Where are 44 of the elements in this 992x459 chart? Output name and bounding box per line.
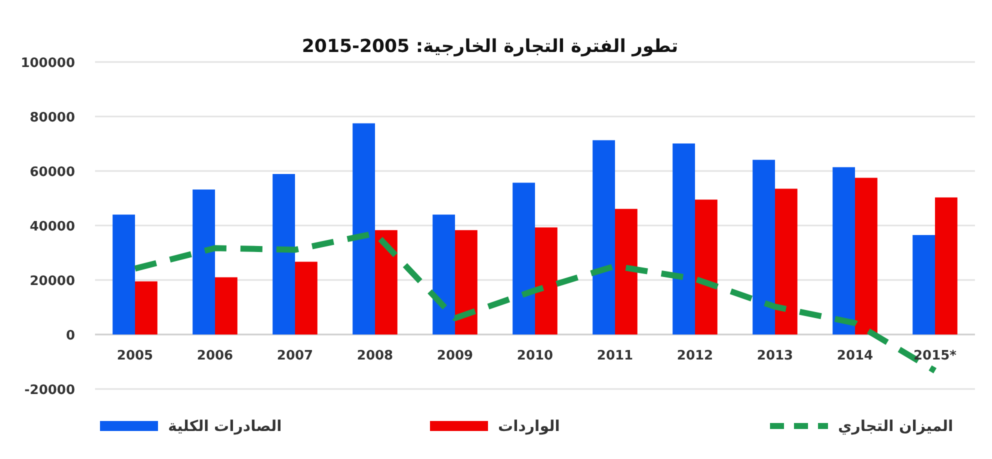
bar [215, 277, 238, 334]
bar [455, 230, 478, 334]
bar [592, 140, 615, 334]
bar [295, 262, 318, 334]
x-tick-label: 2012 [676, 348, 714, 364]
bar [752, 160, 775, 334]
bar [272, 174, 295, 334]
x-tick-label: 2015* [914, 348, 957, 364]
bar [615, 208, 638, 334]
legend-label: الواردات [498, 417, 560, 435]
bar [112, 214, 135, 334]
bar [192, 190, 215, 334]
bar [695, 200, 718, 334]
legend-label: الميزان التجاري [838, 417, 954, 435]
bar [535, 227, 558, 334]
legend-label: الصادرات الكلية [168, 417, 282, 435]
y-tick-label: -20000 [24, 383, 75, 398]
x-tick-label: 2010 [516, 348, 554, 364]
x-tick-label: 2013 [756, 348, 794, 364]
y-tick-label: 40000 [30, 220, 75, 234]
y-tick-label: 60000 [30, 165, 75, 180]
bar [672, 143, 695, 334]
y-tick-label: 0 [66, 328, 75, 344]
bar [512, 182, 535, 334]
bar [432, 214, 455, 334]
bar [135, 281, 158, 334]
bar [832, 167, 855, 334]
x-tick-label: 2007 [276, 348, 314, 364]
bar [935, 197, 958, 334]
bar [375, 230, 398, 334]
x-tick-label: 2006 [196, 348, 234, 364]
y-tick-label: 100000 [20, 56, 75, 71]
x-tick-label: 2011 [596, 348, 634, 364]
x-tick-label: 2009 [436, 348, 474, 364]
x-tick-label: 2008 [356, 348, 394, 364]
x-tick-label: 2014 [836, 348, 874, 364]
bar [855, 178, 878, 334]
bar [352, 123, 375, 334]
x-tick-label: 2005 [116, 348, 154, 364]
bar [775, 188, 798, 334]
y-tick-label: 20000 [30, 274, 75, 289]
y-tick-label: 80000 [30, 110, 75, 126]
chart-title: تطور الفترة التجارة الخارجية: 2005-2015 [302, 36, 678, 57]
bar [912, 235, 935, 334]
